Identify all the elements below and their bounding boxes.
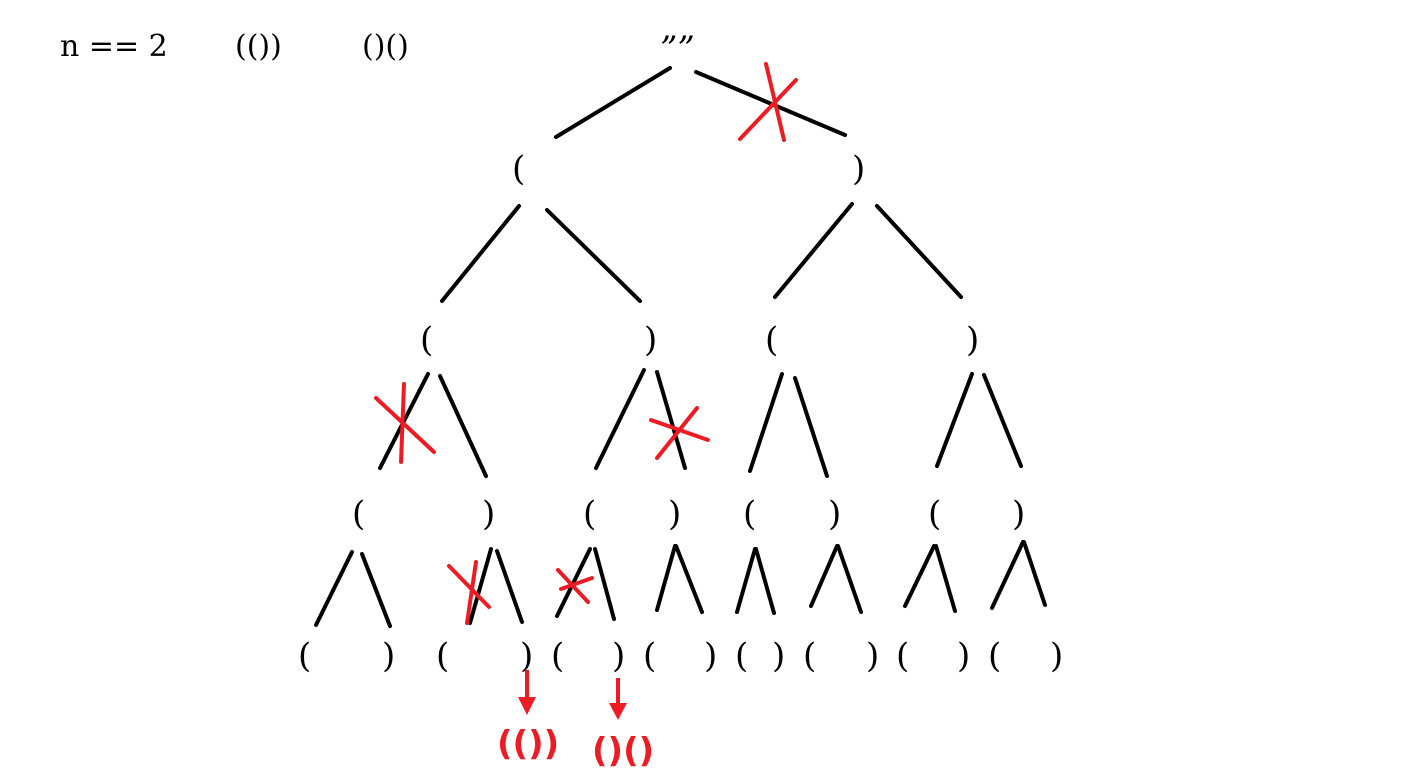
node-l2-0: (: [420, 320, 433, 360]
node-l4-14: (: [988, 636, 1001, 676]
result-2-label: ()(): [592, 731, 654, 771]
edge-l3a-to-close: [360, 552, 392, 628]
cross-mark-icon: [738, 62, 798, 142]
edge-l3f-to-open: [809, 544, 839, 608]
edge-l3e-to-open: [735, 547, 757, 614]
result-arrows: [518, 670, 627, 720]
node-l4-6: (: [643, 636, 656, 676]
edge-l3e-to-close: [754, 547, 776, 615]
cross-mark-icon: [649, 406, 710, 460]
node-l4-15: ): [1050, 636, 1063, 676]
edge-l2c-to-close: [793, 376, 829, 478]
node-l4-0: (: [298, 636, 311, 676]
edge-l2d-to-open: [935, 372, 974, 468]
result-1-label: (()): [497, 724, 559, 764]
edge-l1b-to-close: [875, 204, 963, 299]
edge-l3d-to-close: [674, 544, 704, 614]
node-l3-5: ): [828, 494, 841, 534]
node-l3-2: (: [583, 494, 596, 534]
node-l1-1: ): [852, 149, 865, 189]
node-l4-4: (: [551, 636, 564, 676]
node-l3-3: ): [668, 494, 681, 534]
node-l1-0: (: [512, 149, 525, 189]
tree-nodes: ”” ( ) ( ) ( ) ( ) ( ) ( ) ( ) ( ) ( ) (…: [298, 29, 1063, 676]
node-l4-2: (: [436, 636, 449, 676]
edge-root-to-open: [554, 66, 672, 139]
edge-l1b-to-open: [773, 202, 854, 299]
node-l4-5: ): [612, 636, 625, 676]
node-l4-11: ): [866, 636, 879, 676]
edge-l1a-to-close: [545, 208, 642, 303]
node-l2-2: (: [765, 320, 778, 360]
edge-l2a-to-close: [438, 374, 488, 478]
node-l3-0: (: [352, 494, 365, 534]
node-l3-7: ): [1012, 494, 1025, 534]
node-l4-10: (: [803, 636, 816, 676]
edge-l3b-to-close: [495, 549, 524, 624]
header-n-label: n == 2: [60, 29, 168, 64]
edge-l3g-to-open: [903, 544, 936, 608]
edge-l3b-to-open: [468, 547, 493, 625]
edge-l3g-to-close: [934, 544, 957, 613]
edge-l3c-to-close: [593, 547, 616, 621]
header-combination-1: (()): [235, 29, 282, 64]
cross-mark-icon: [447, 560, 491, 625]
edge-l3f-to-close: [836, 544, 863, 614]
node-l4-7: ): [704, 636, 717, 676]
cross-mark-icon: [374, 382, 436, 464]
node-l4-1: ): [382, 636, 395, 676]
node-l3-6: (: [928, 494, 941, 534]
node-l3-1: ): [482, 494, 495, 534]
pruned-marks: [374, 62, 798, 625]
cross-mark-icon: [556, 568, 594, 604]
arrow-down-icon: [609, 678, 627, 720]
node-l3-4: (: [743, 494, 756, 534]
edge-l2d-to-close: [982, 373, 1023, 468]
results: (()) ()(): [497, 724, 654, 771]
node-l4-13: ): [957, 636, 970, 676]
node-l2-1: ): [644, 320, 657, 360]
edge-l1a-to-open: [440, 204, 521, 303]
edge-l3h-to-close: [1022, 540, 1047, 607]
header-combination-2: ()(): [362, 29, 409, 64]
edge-l2b-to-close: [655, 370, 687, 470]
arrow-down-icon: [518, 670, 536, 715]
node-l4-9: ): [772, 636, 785, 676]
node-l4-8: (: [735, 636, 748, 676]
header: n == 2 (()) ()(): [60, 29, 409, 64]
node-l4-12: (: [896, 636, 909, 676]
edge-l3d-to-open: [655, 544, 677, 612]
node-l2-3: ): [966, 320, 979, 360]
tree-edges: [314, 66, 1047, 628]
root-node: ””: [660, 29, 695, 69]
edge-l2c-to-open: [748, 372, 784, 473]
edge-l3h-to-open: [990, 540, 1025, 610]
node-l4-3: ): [520, 636, 533, 676]
edge-l3a-to-open: [314, 550, 354, 627]
edge-root-to-close: [694, 70, 847, 137]
edge-l2b-to-open: [594, 368, 646, 470]
